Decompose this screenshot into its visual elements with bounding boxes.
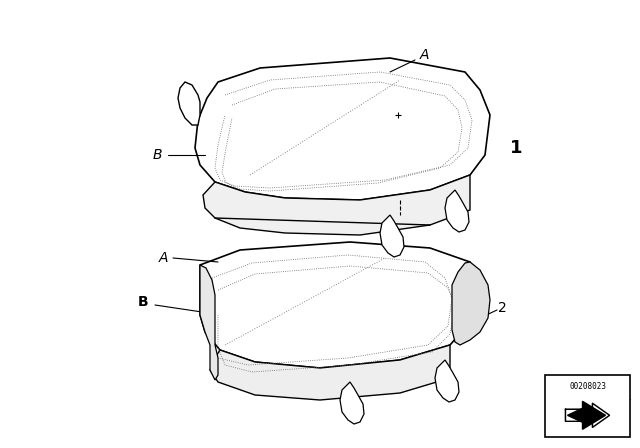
Polygon shape: [200, 265, 218, 380]
Polygon shape: [178, 82, 200, 125]
Polygon shape: [200, 242, 480, 368]
Bar: [545, 375, 630, 437]
Polygon shape: [203, 175, 470, 235]
Polygon shape: [195, 58, 490, 200]
Polygon shape: [435, 360, 459, 402]
Text: B: B: [138, 295, 148, 309]
Text: 2: 2: [498, 301, 507, 315]
Text: 00208023: 00208023: [569, 382, 606, 391]
Polygon shape: [452, 262, 490, 345]
Polygon shape: [568, 401, 605, 429]
Polygon shape: [340, 382, 364, 424]
Polygon shape: [445, 190, 469, 232]
Text: B: B: [152, 148, 162, 162]
Polygon shape: [210, 345, 450, 400]
Polygon shape: [566, 403, 609, 427]
Text: 1: 1: [510, 139, 522, 157]
Text: A: A: [420, 48, 429, 62]
Polygon shape: [566, 403, 609, 427]
Text: A: A: [159, 251, 168, 265]
Polygon shape: [380, 215, 404, 257]
